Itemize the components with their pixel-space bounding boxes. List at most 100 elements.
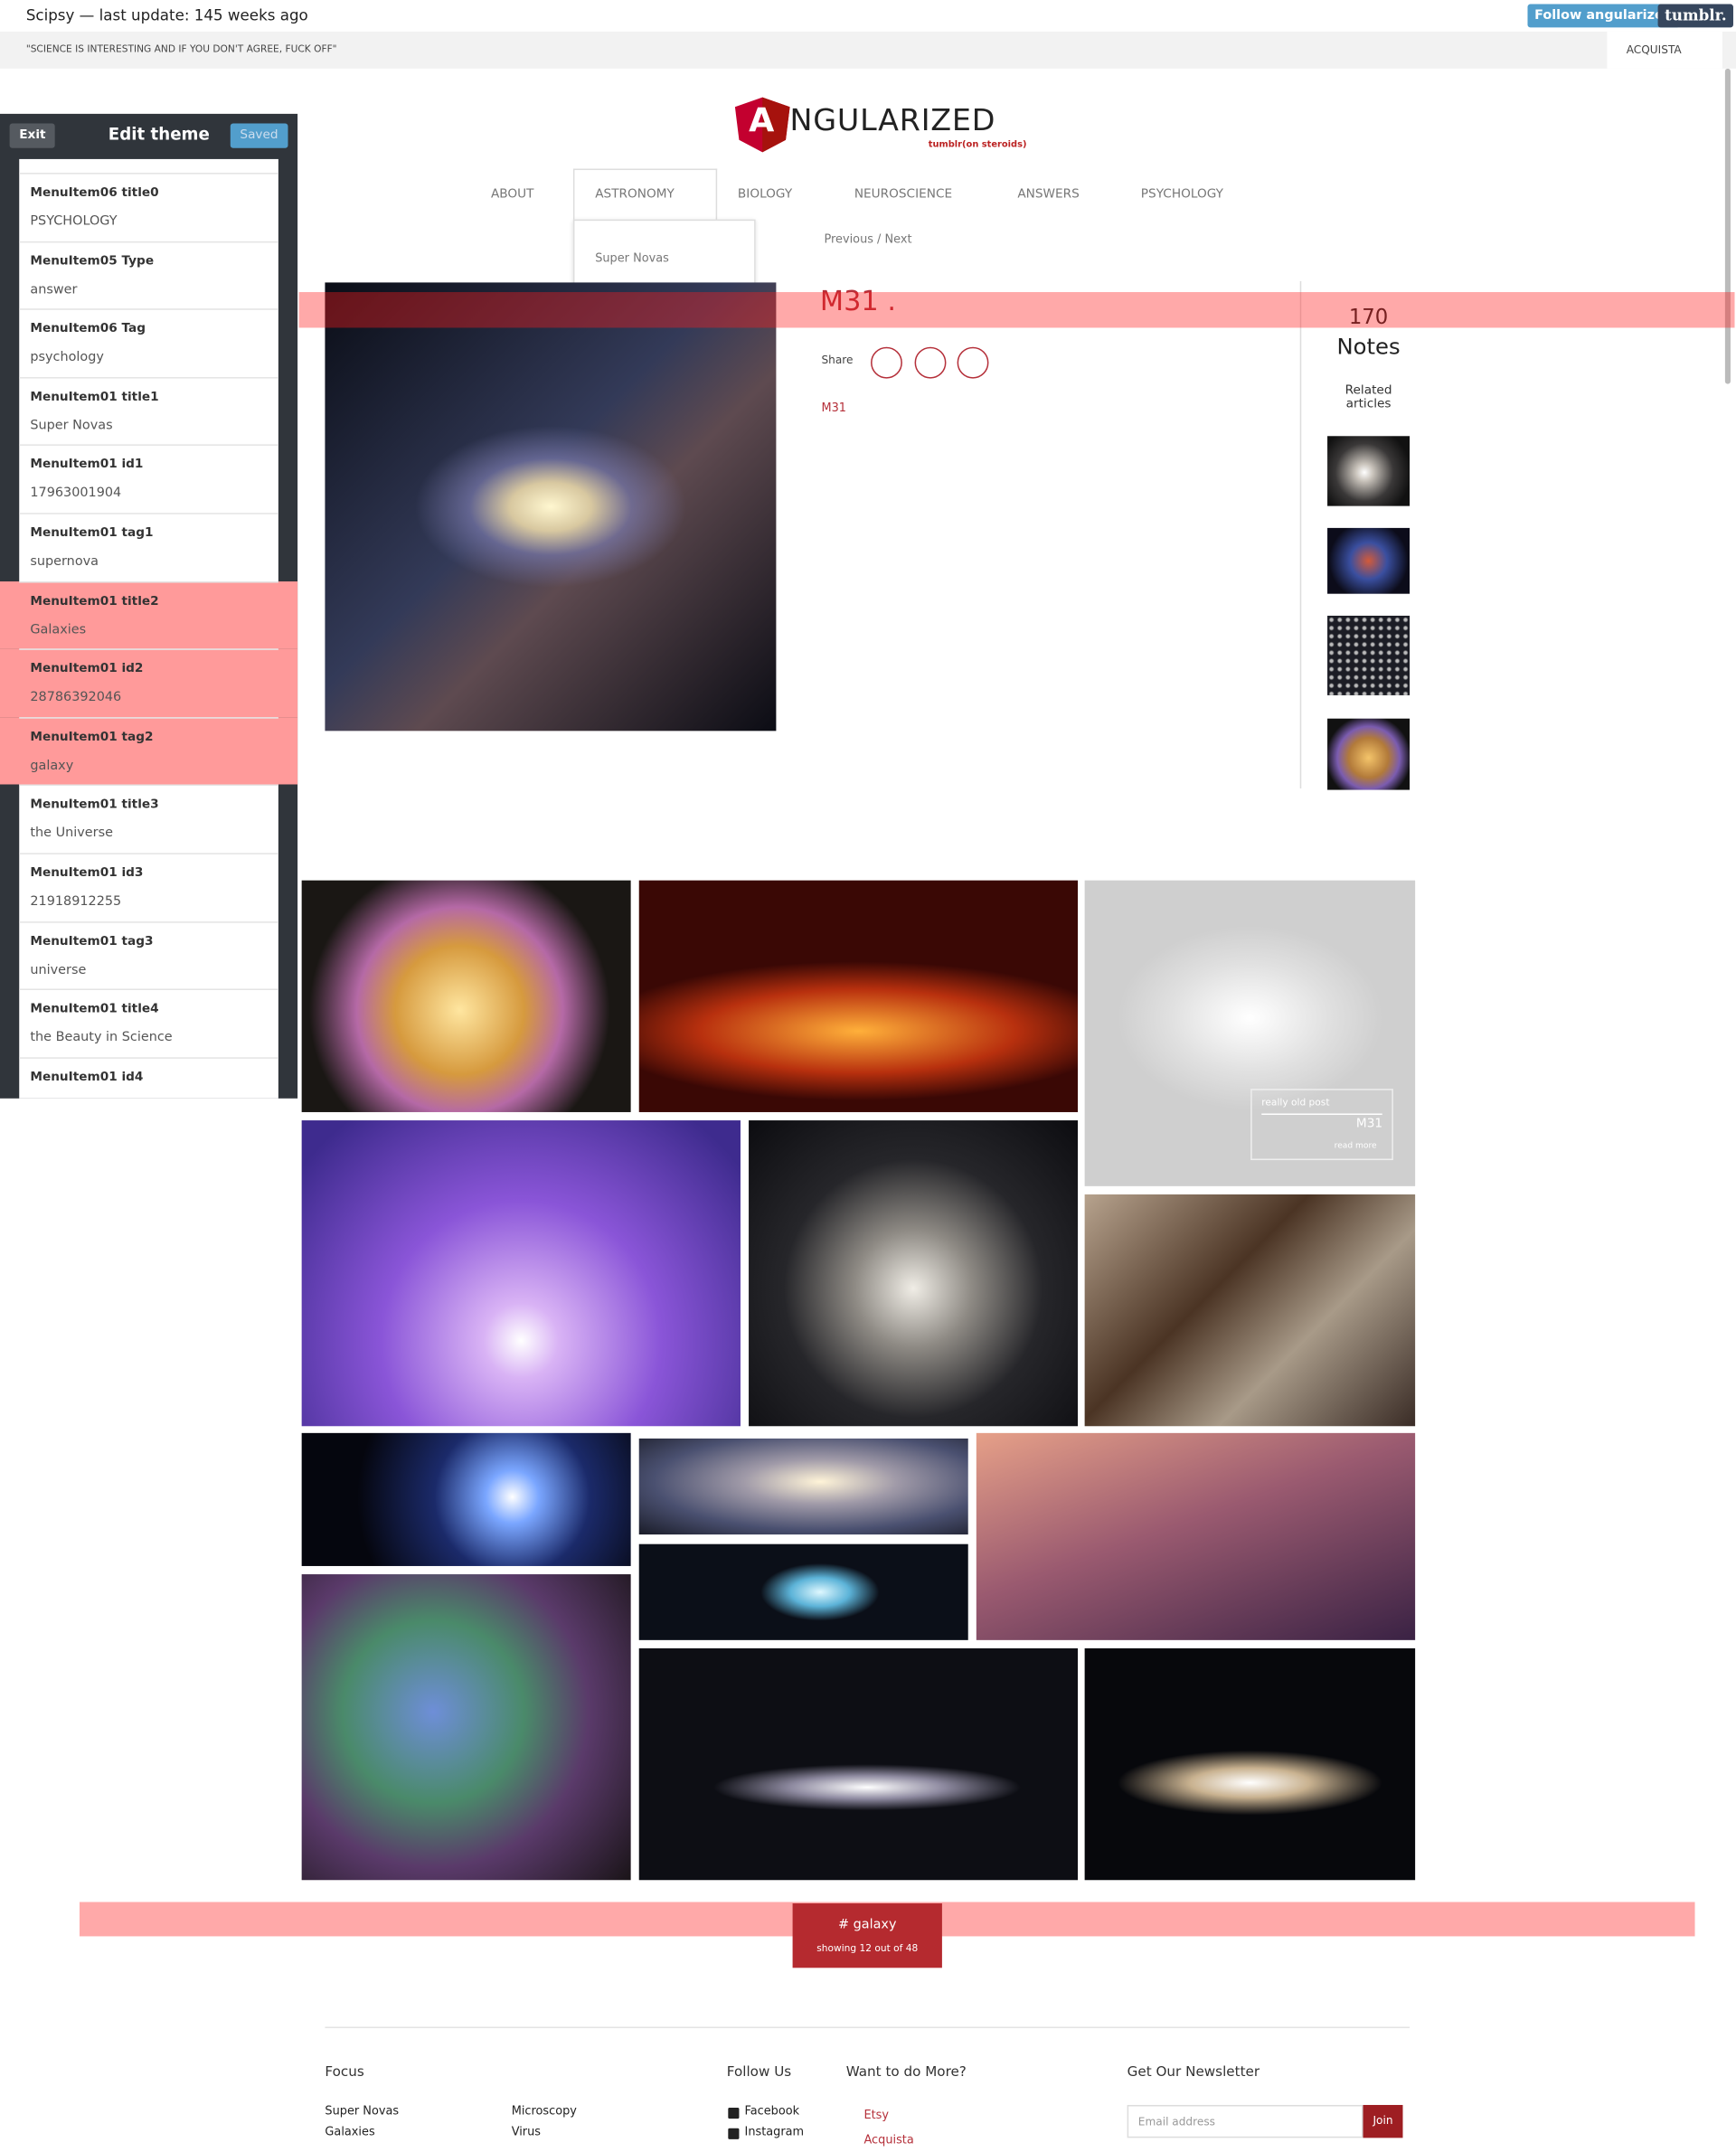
field-value[interactable]: 28786392046 — [30, 690, 122, 705]
field-value[interactable]: supernova — [30, 553, 99, 570]
field-divider — [19, 444, 278, 447]
field-label: MenuItem05 Type — [30, 254, 155, 269]
nav-item[interactable]: ASTRONOMY — [595, 187, 675, 202]
footer-heading: Want to do More? — [845, 2064, 967, 2081]
nav-item[interactable]: ABOUT — [490, 187, 534, 202]
overlay-rule — [1261, 1113, 1382, 1115]
gallery-tile[interactable] — [638, 880, 1079, 1112]
related-thumb[interactable] — [1327, 436, 1410, 506]
field-divider — [19, 920, 278, 923]
field-highlight — [0, 580, 298, 649]
overlay-more[interactable]: read more — [1334, 1140, 1377, 1151]
sidebar-divider — [1299, 280, 1302, 789]
field-divider — [19, 988, 278, 991]
exit-button[interactable]: Exit — [9, 123, 56, 148]
footer-link[interactable]: Etsy — [863, 2109, 890, 2123]
tag-name: # galaxy — [837, 1917, 897, 1932]
gallery-tile[interactable] — [638, 1647, 1079, 1881]
field-label: MenuItem01 title2 — [30, 594, 159, 609]
field-highlight — [0, 716, 298, 786]
nav-item[interactable]: ANSWERS — [1017, 187, 1080, 202]
field-divider — [19, 648, 278, 651]
nav-active-tab — [572, 168, 718, 222]
post-tag[interactable]: M31 — [821, 401, 846, 416]
footer-link[interactable]: Acquista — [863, 2133, 914, 2147]
footer-heading: Follow Us — [726, 2064, 792, 2081]
nav-item[interactable]: NEUROSCIENCE — [854, 187, 953, 202]
overlay-title: M31 — [1355, 1118, 1383, 1132]
field-divider — [19, 580, 278, 582]
nav-item[interactable]: BIOLOGY — [737, 187, 793, 202]
footer-link[interactable]: Virus — [511, 2125, 542, 2139]
field-label: MenuItem01 id4 — [30, 1071, 144, 1085]
footer-link[interactable]: Facebook — [744, 2104, 800, 2119]
field-label: MenuItem01 title3 — [30, 798, 159, 813]
gallery-tile[interactable] — [749, 1120, 1079, 1427]
field-divider — [19, 308, 278, 311]
related-thumb[interactable] — [1327, 615, 1410, 695]
field-divider — [19, 241, 278, 242]
quote: "SCIENCE IS INTERESTING AND IF YOU DON'T… — [25, 43, 337, 55]
share-facebook[interactable] — [871, 346, 902, 379]
field-divider — [19, 376, 278, 379]
footer-heading: Focus — [325, 2064, 364, 2081]
footer-link[interactable]: Super Novas — [325, 2104, 400, 2119]
gallery-tile[interactable] — [976, 1432, 1416, 1640]
field-divider — [19, 513, 278, 514]
acquista-link[interactable]: ACQUISTA — [1626, 43, 1682, 57]
footer-link[interactable]: Instagram — [744, 2125, 805, 2139]
gallery-tile[interactable] — [638, 1543, 968, 1640]
field-divider — [19, 785, 278, 787]
email-input[interactable] — [1127, 2104, 1363, 2138]
tumblr-button[interactable]: tumblr. — [1657, 4, 1734, 28]
gallery-tile[interactable] — [1084, 1647, 1416, 1881]
gallery-tile[interactable] — [301, 1120, 741, 1427]
site-title: Scipsy — last update: 145 weeks ago — [25, 6, 308, 25]
email-placeholder: Email address — [1137, 2116, 1215, 2128]
related-thumb[interactable] — [1327, 527, 1410, 594]
field-value[interactable]: Super Novas — [30, 418, 113, 433]
join-button[interactable]: Join — [1363, 2104, 1403, 2138]
gallery-tile[interactable] — [1084, 1194, 1416, 1427]
field-value[interactable]: 21918912255 — [30, 893, 122, 910]
follow-button[interactable]: Follow angularized — [1527, 4, 1680, 28]
share-email[interactable] — [957, 346, 989, 379]
field-value[interactable]: answer — [30, 281, 78, 297]
acquista-box — [1607, 31, 1722, 69]
nav-item[interactable]: PSYCHOLOGY — [1140, 187, 1223, 202]
field-label: MenuItem06 title0 — [30, 186, 159, 201]
notes-count: 170 — [1348, 304, 1389, 329]
field-label: MenuItem01 id3 — [30, 866, 144, 881]
dropdown-item[interactable]: Super Novas — [595, 252, 669, 267]
footer-link[interactable]: Microscopy — [511, 2104, 577, 2119]
logo-shield — [734, 97, 790, 153]
gallery-tile[interactable] — [301, 1432, 631, 1566]
logo-word: NGULARIZED — [789, 104, 996, 139]
share-twitter[interactable] — [914, 346, 947, 379]
pager[interactable]: Previous / Next — [824, 232, 912, 247]
field-value[interactable]: 17963001904 — [30, 486, 122, 502]
field-divider — [19, 853, 278, 854]
field-value[interactable]: psychology — [30, 350, 104, 365]
field-value[interactable]: the Universe — [30, 826, 113, 842]
gallery-tile[interactable] — [1084, 880, 1416, 1186]
related-thumb[interactable] — [1327, 718, 1410, 790]
field-value[interactable]: the Beauty in Science — [30, 1030, 173, 1045]
gallery-tile[interactable] — [301, 880, 631, 1112]
footer-link[interactable]: Galaxies — [325, 2125, 375, 2139]
field-value[interactable]: universe — [30, 962, 87, 977]
tag-count: showing 12 out of 48 — [816, 1943, 919, 1955]
overlay-kicker: really old post — [1261, 1097, 1330, 1109]
notes-label: Notes — [1336, 333, 1401, 360]
gallery-tile[interactable] — [301, 1574, 631, 1881]
field-value[interactable]: galaxy — [30, 758, 74, 774]
tag-banner — [792, 1903, 942, 1968]
gallery-tile[interactable] — [638, 1438, 968, 1535]
field-value[interactable]: PSYCHOLOGY — [30, 213, 118, 230]
field-label: MenuItem01 id2 — [30, 662, 144, 676]
social-icon — [728, 2108, 740, 2119]
field-highlight — [0, 648, 298, 717]
field-label: MenuItem01 tag3 — [30, 934, 154, 949]
field-value[interactable]: Galaxies — [30, 621, 87, 637]
